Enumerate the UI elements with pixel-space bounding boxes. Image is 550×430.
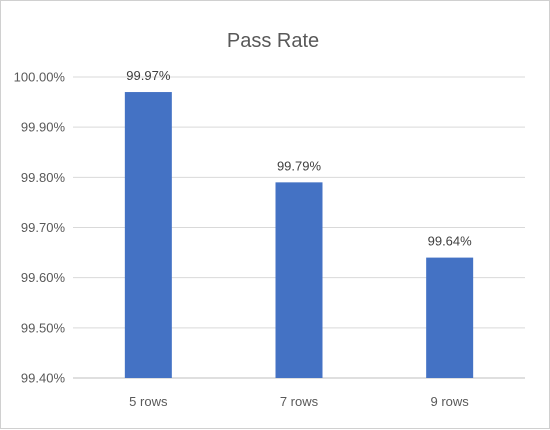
bars bbox=[124, 92, 474, 379]
bar bbox=[275, 182, 323, 378]
y-tick-label: 99.40% bbox=[21, 371, 66, 386]
chart-title: Pass Rate bbox=[227, 30, 319, 52]
x-category-label: 9 rows bbox=[431, 394, 470, 409]
x-category-label: 5 rows bbox=[129, 394, 168, 409]
y-axis-ticks: 99.40% 99.50% 99.60% 99.70% 99.80% 99.90% 100.… bbox=[14, 70, 66, 386]
x-category-label: 7 rows bbox=[280, 394, 319, 409]
y-tick-label: 99.70% bbox=[21, 220, 66, 235]
y-tick-label: 100.00% bbox=[14, 70, 66, 85]
y-tick-label: 99.60% bbox=[21, 270, 66, 285]
data-labels: 99.97% 99.79% 99.64% bbox=[126, 68, 472, 249]
y-tick-label: 99.50% bbox=[21, 320, 66, 335]
bar bbox=[124, 92, 172, 379]
y-tick-label: 99.90% bbox=[21, 120, 66, 135]
bar bbox=[426, 257, 474, 378]
data-label: 99.64% bbox=[428, 234, 473, 249]
y-tick-label: 99.80% bbox=[21, 170, 66, 185]
data-label: 99.97% bbox=[126, 68, 171, 83]
x-axis-categories: 5 rows 7 rows 9 rows bbox=[129, 394, 469, 409]
data-label: 99.79% bbox=[277, 158, 322, 173]
